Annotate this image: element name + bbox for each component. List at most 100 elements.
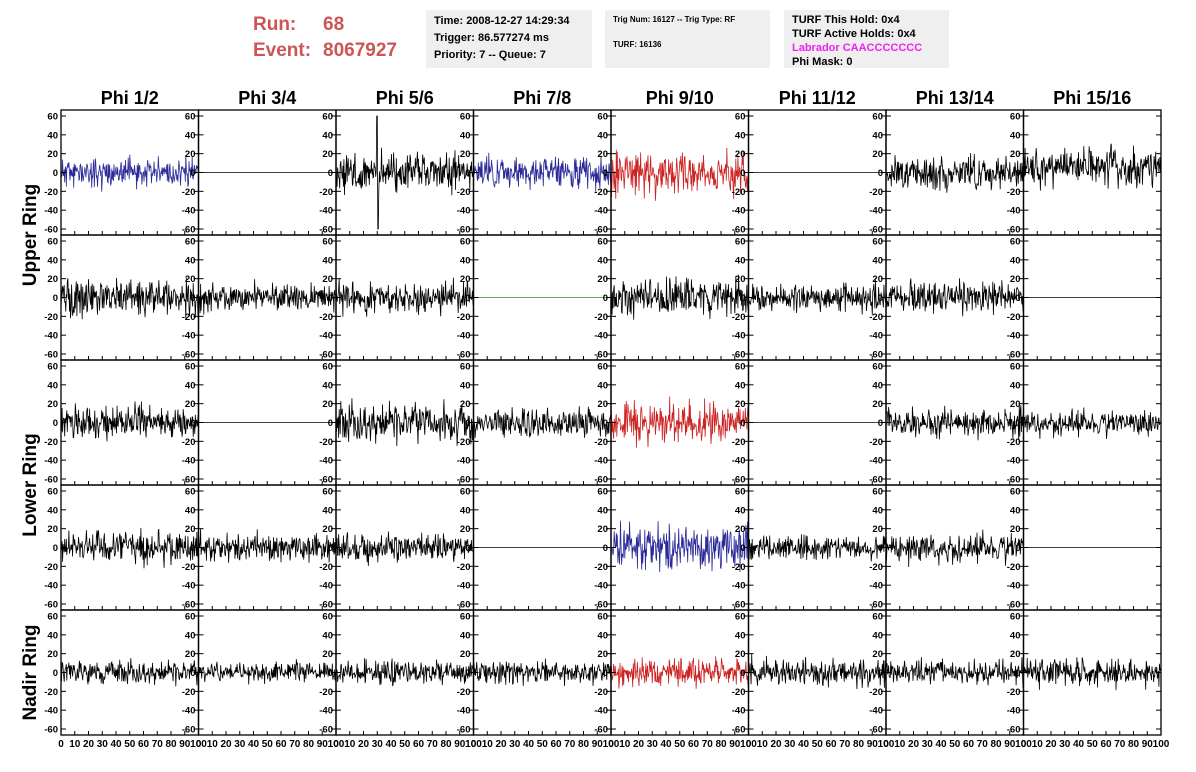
y-tick-label: -60	[1007, 475, 1021, 486]
waveform-trace	[885, 153, 1024, 193]
labrador-text: Labrador CAACCCCCCC	[792, 42, 923, 54]
y-tick-label: -60	[1007, 600, 1021, 611]
y-tick-label: 40	[460, 505, 471, 516]
waveform-trace	[748, 279, 887, 316]
y-tick-label: -20	[44, 187, 58, 198]
x-tick-label: 50	[1087, 739, 1099, 750]
x-tick-label: 20	[1045, 739, 1057, 750]
x-tick-label: 100	[1153, 739, 1170, 750]
y-tick-label: 0	[740, 668, 745, 679]
y-tick-label: -40	[457, 581, 471, 592]
y-tick-label: -20	[594, 687, 608, 698]
y-tick-label: 40	[322, 630, 333, 641]
y-tick-label: 20	[1010, 149, 1021, 160]
y-tick-label: 20	[735, 149, 746, 160]
x-tick-label: 40	[1073, 739, 1085, 750]
phi-mask-text: Phi Mask: 0	[792, 56, 853, 68]
turf-active-holds: TURF Active Holds: 0x4	[792, 28, 916, 40]
y-tick-label: 60	[872, 112, 883, 123]
column-title: Phi 5/6	[376, 88, 434, 108]
y-tick-label: -60	[319, 600, 333, 611]
x-tick-label: 60	[275, 739, 287, 750]
y-tick-label: -60	[44, 725, 58, 736]
y-tick-label: 60	[185, 237, 196, 248]
y-tick-label: -20	[1007, 312, 1021, 323]
waveform-trace	[610, 396, 749, 448]
x-tick-label: 100	[465, 739, 482, 750]
x-tick-label: 50	[262, 739, 274, 750]
y-tick-label: -20	[44, 687, 58, 698]
x-tick-label: 30	[784, 739, 796, 750]
y-tick-label: 0	[53, 293, 58, 304]
y-tick-label: 20	[872, 524, 883, 535]
y-tick-label: 40	[1010, 130, 1021, 141]
y-tick-label: -40	[869, 706, 883, 717]
x-tick-label: 100	[190, 739, 207, 750]
x-tick-label: 100	[878, 739, 895, 750]
y-tick-label: -60	[182, 350, 196, 361]
x-tick-label: 60	[413, 739, 425, 750]
y-tick-label: -40	[1007, 206, 1021, 217]
y-tick-label: 60	[735, 112, 746, 123]
column-title: Phi 3/4	[238, 88, 296, 108]
x-tick-label: 50	[812, 739, 824, 750]
x-tick-label: 0	[1021, 739, 1027, 750]
y-tick-label: -40	[44, 456, 58, 467]
y-tick-label: 20	[872, 274, 883, 285]
x-tick-label: 30	[234, 739, 246, 750]
x-tick-label: 100	[328, 739, 345, 750]
x-tick-label: 50	[674, 739, 686, 750]
y-tick-label: -60	[44, 475, 58, 486]
waveform-trace	[748, 534, 887, 562]
y-tick-label: -60	[594, 475, 608, 486]
y-tick-label: 40	[597, 380, 608, 391]
waveform-trace	[335, 398, 474, 447]
trigger-info-box: Trig Num: 16127 -- Trig Type: RF TURF: 1…	[605, 10, 770, 68]
x-tick-label: 10	[482, 739, 494, 750]
y-tick-label: 20	[460, 274, 471, 285]
panel-frame	[885, 609, 1025, 736]
x-tick-label: 10	[1032, 739, 1044, 750]
y-tick-label: 60	[1010, 487, 1021, 498]
y-tick-label: 60	[460, 487, 471, 498]
x-tick-label: 40	[248, 739, 260, 750]
y-tick-label: 40	[185, 505, 196, 516]
waveform-trace	[610, 147, 749, 201]
y-tick-label: -20	[44, 562, 58, 573]
x-tick-label: 70	[427, 739, 439, 750]
y-tick-label: -20	[182, 437, 196, 448]
y-tick-label: 0	[740, 543, 745, 554]
y-tick-label: -20	[594, 562, 608, 573]
y-tick-label: 40	[872, 255, 883, 266]
event-value: 8067927	[323, 40, 397, 61]
x-tick-label: 40	[523, 739, 535, 750]
y-tick-label: -60	[1007, 225, 1021, 236]
y-tick-label: 40	[735, 630, 746, 641]
y-tick-label: -60	[732, 475, 746, 486]
y-tick-label: -60	[1007, 725, 1021, 736]
y-tick-label: 20	[47, 149, 58, 160]
y-tick-label: 60	[735, 487, 746, 498]
y-tick-label: 0	[1015, 543, 1020, 554]
y-tick-label: 60	[47, 612, 58, 623]
y-tick-label: 20	[460, 524, 471, 535]
y-tick-label: -20	[869, 312, 883, 323]
y-tick-label: -40	[319, 706, 333, 717]
y-tick-label: -60	[319, 225, 333, 236]
waveform-trace	[198, 528, 337, 563]
x-tick-label: 80	[853, 739, 865, 750]
y-tick-label: -20	[869, 562, 883, 573]
y-tick-label: 20	[872, 399, 883, 410]
y-tick-label: 0	[740, 418, 745, 429]
x-tick-label: 10	[619, 739, 631, 750]
y-tick-label: -20	[182, 562, 196, 573]
y-tick-label: 40	[735, 130, 746, 141]
x-tick-label: 60	[138, 739, 150, 750]
y-tick-label: -20	[732, 312, 746, 323]
y-tick-label: -20	[457, 562, 471, 573]
waveform-trace	[60, 658, 199, 687]
waveform-trace	[1023, 143, 1162, 191]
y-tick-label: 60	[872, 237, 883, 248]
y-tick-label: -60	[182, 600, 196, 611]
y-tick-label: 20	[735, 274, 746, 285]
